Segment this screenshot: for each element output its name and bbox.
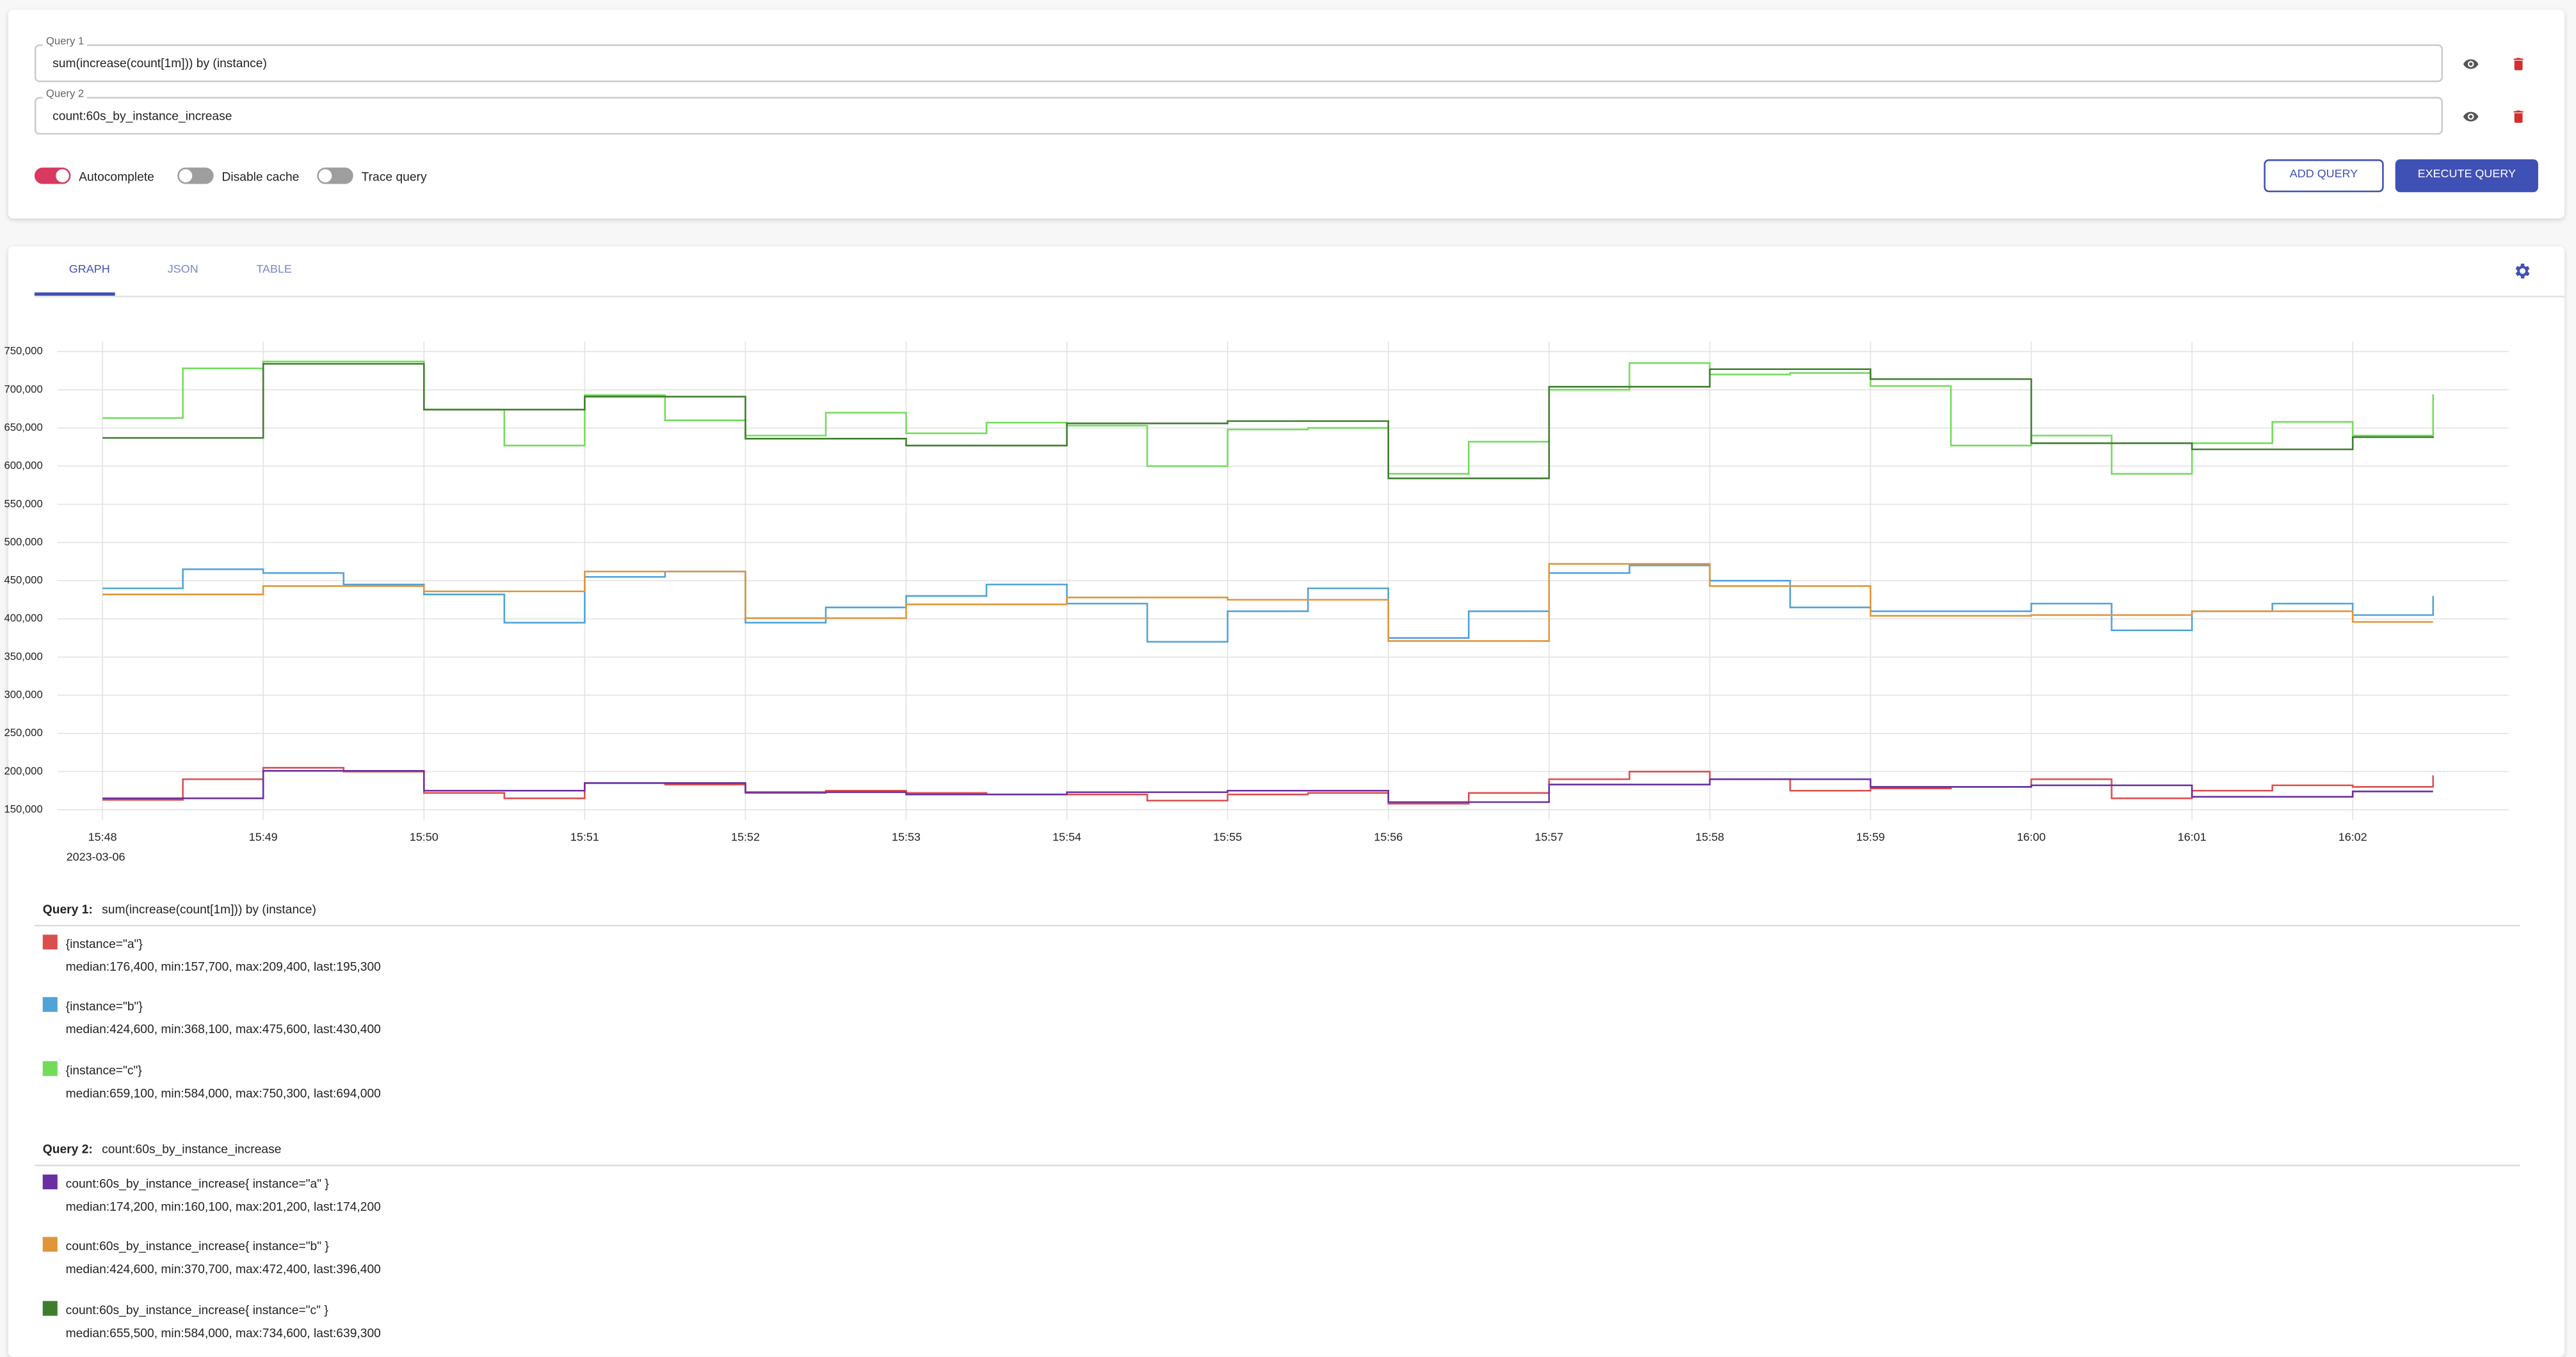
x-tick-label: 16:02 — [2339, 831, 2367, 844]
x-tick-label: 15:52 — [731, 831, 760, 844]
series-line — [102, 565, 2435, 643]
toggle-thumb — [179, 169, 193, 182]
y-tick-label: 750,000 — [4, 345, 42, 357]
legend-heading: Query 1: — [42, 901, 93, 917]
legend-name[interactable]: {instance="b"} — [65, 999, 143, 1015]
series-line — [102, 360, 2435, 475]
y-tick-label: 500,000 — [4, 536, 42, 548]
legend-expr: sum(increase(count[1m])) by (instance) — [102, 901, 316, 917]
add-query-button[interactable]: ADD QUERY — [2264, 159, 2384, 193]
legend-divider — [34, 1164, 2520, 1167]
tabs-divider — [34, 295, 2564, 298]
legend-stats: median:424,600, min:370,700, max:472,400… — [65, 1262, 381, 1277]
legend-stats: median:176,400, min:157,700, max:209,400… — [65, 959, 381, 974]
x-tick-label: 16:01 — [2178, 831, 2207, 844]
x-tick-label: 15:49 — [249, 831, 278, 844]
result-card — [8, 246, 2564, 1357]
x-date-label: 2023-03-06 — [67, 850, 125, 863]
tab[interactable]: GRAPH — [68, 264, 110, 277]
x-tick-label: 15:53 — [892, 831, 921, 844]
legend-name[interactable]: count:60s_by_instance_increase{ instance… — [65, 1239, 329, 1254]
legend-swatch[interactable] — [42, 1300, 58, 1315]
legend-stats: median:659,100, min:584,000, max:750,300… — [65, 1085, 381, 1100]
x-tick-label: 15:51 — [570, 831, 599, 844]
x-tick-label: 15:57 — [1534, 831, 1563, 844]
y-tick-label: 650,000 — [4, 421, 42, 433]
y-tick-label: 550,000 — [4, 497, 42, 510]
delete-icon[interactable] — [2510, 56, 2527, 72]
x-tick-label: 16:00 — [2017, 831, 2046, 844]
legend-swatch[interactable] — [42, 1174, 58, 1190]
query-label: Query 1 — [42, 36, 88, 49]
visibility-icon-shape — [2463, 111, 2479, 122]
delete-icon-shape — [2513, 58, 2524, 70]
delete-icon[interactable] — [2510, 108, 2527, 125]
tab[interactable]: JSON — [167, 264, 198, 277]
legend-swatch[interactable] — [42, 1060, 58, 1075]
y-tick-label: 450,000 — [4, 574, 42, 586]
query-field[interactable] — [34, 97, 2443, 135]
toggle-label: Autocomplete — [79, 169, 154, 184]
chart: 150,000 200,000 250,000 300,000 350,000 400,0… — [4, 341, 2509, 863]
x-tick-label: 15:48 — [88, 831, 117, 844]
legend-name[interactable]: count:60s_by_instance_increase{ instance… — [65, 1302, 328, 1317]
y-tick-label: 250,000 — [4, 727, 42, 739]
x-tick-label: 15:56 — [1374, 831, 1403, 844]
y-tick-label: 150,000 — [4, 803, 42, 815]
query-field[interactable] — [34, 44, 2443, 83]
y-tick-label: 300,000 — [4, 689, 42, 701]
legend-stats: median:655,500, min:584,000, max:734,600… — [65, 1324, 381, 1340]
series-line — [102, 363, 2435, 479]
y-tick-label: 700,000 — [4, 383, 42, 395]
tab-indicator — [34, 292, 115, 296]
series-line — [102, 767, 2435, 805]
legend-name[interactable]: {instance="a"} — [65, 936, 143, 951]
toggle-thumb — [318, 169, 332, 182]
series-line — [102, 769, 2433, 803]
legend-heading: Query 2: — [42, 1141, 93, 1157]
x-tick-label: 15:55 — [1213, 831, 1242, 844]
settings-icon[interactable] — [2512, 261, 2532, 281]
legend-divider — [34, 924, 2520, 927]
query-expr[interactable]: sum(increase(count[1m])) by (instance) — [52, 56, 267, 71]
y-tick-label: 200,000 — [4, 765, 42, 777]
legend-expr: count:60s_by_instance_increase — [102, 1141, 282, 1157]
y-tick-label: 600,000 — [4, 460, 42, 472]
execute-button[interactable]: EXECUTE QUERY — [2395, 159, 2538, 193]
query-label: Query 2 — [42, 88, 88, 102]
legend-name[interactable]: count:60s_by_instance_increase{ instance… — [65, 1176, 329, 1191]
x-tick-label: 15:50 — [410, 831, 439, 844]
toggle-label: Disable cache — [221, 169, 300, 184]
toggle-label: Trace query — [361, 169, 427, 184]
legend-stats: median:174,200, min:160,100, max:201,200… — [65, 1199, 381, 1214]
legend-swatch[interactable] — [42, 997, 58, 1013]
toggle-thumb — [56, 169, 69, 182]
visibility-icon[interactable] — [2463, 108, 2479, 125]
tab[interactable]: TABLE — [256, 264, 292, 277]
visibility-icon-shape — [2463, 59, 2479, 69]
x-tick-label: 15:58 — [1695, 831, 1724, 844]
x-tick-label: 15:54 — [1052, 831, 1081, 844]
y-tick-label: 400,000 — [4, 612, 42, 624]
x-tick-label: 15:59 — [1856, 831, 1885, 844]
legend-swatch[interactable] — [42, 935, 58, 950]
legend-name[interactable]: {instance="c"} — [65, 1062, 142, 1077]
y-tick-label: 350,000 — [4, 650, 42, 662]
query-expr[interactable]: count:60s_by_instance_increase — [52, 108, 232, 124]
series-line — [102, 563, 2433, 642]
visibility-icon[interactable] — [2463, 56, 2479, 72]
legend-stats: median:424,600, min:368,100, max:475,600… — [65, 1022, 381, 1038]
delete-icon-shape — [2513, 110, 2524, 123]
legend-swatch[interactable] — [42, 1237, 58, 1253]
